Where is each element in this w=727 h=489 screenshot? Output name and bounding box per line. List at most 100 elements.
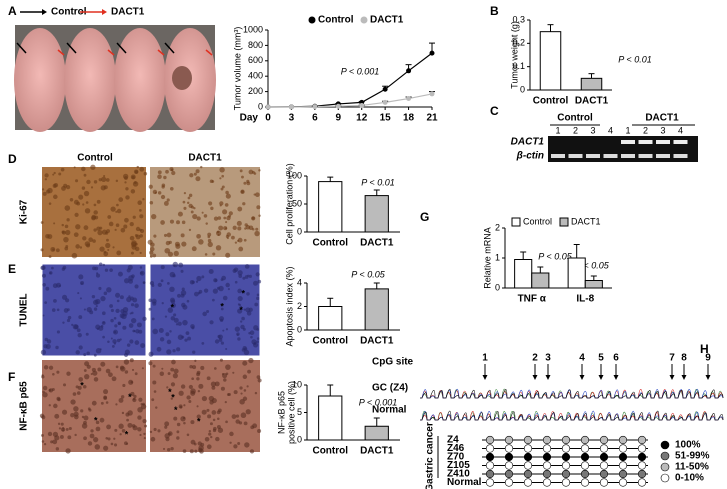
cpg-circle bbox=[580, 469, 590, 479]
nucleus bbox=[209, 400, 214, 405]
bar bbox=[364, 195, 389, 233]
cpg-circle bbox=[504, 469, 514, 479]
legend-marker bbox=[308, 16, 316, 24]
nucleus bbox=[87, 407, 91, 411]
nucleus bbox=[63, 383, 67, 387]
nucleus bbox=[196, 216, 201, 221]
annotation: P < 0.001 bbox=[341, 66, 379, 76]
nucleus bbox=[57, 422, 61, 426]
nucleus bbox=[70, 413, 75, 418]
nucleus bbox=[139, 270, 145, 276]
nucleus bbox=[48, 365, 54, 370]
nucleus bbox=[189, 173, 194, 178]
nucleus bbox=[133, 169, 139, 174]
nucleus bbox=[212, 418, 216, 422]
nucleus bbox=[248, 357, 254, 364]
nucleus bbox=[58, 172, 62, 176]
nucleus bbox=[129, 339, 134, 344]
nucleus bbox=[81, 186, 86, 190]
nucleus bbox=[240, 412, 247, 419]
x-tick-label: DACT1 bbox=[360, 238, 394, 249]
nucleus bbox=[151, 213, 157, 220]
y-tick-label: 1 bbox=[495, 252, 500, 262]
cpg-circle bbox=[542, 478, 552, 487]
x-tick-label: 12 bbox=[356, 113, 368, 124]
lane-label: 1 bbox=[625, 125, 630, 135]
nucleus bbox=[83, 353, 87, 357]
nucleus bbox=[135, 226, 141, 232]
nucleus bbox=[217, 427, 224, 433]
nucleus bbox=[116, 338, 121, 343]
nucleus bbox=[234, 326, 241, 332]
nucleus bbox=[62, 427, 65, 430]
nucleus bbox=[50, 440, 54, 444]
nucleus bbox=[162, 447, 166, 451]
nucleus bbox=[116, 208, 122, 214]
panel-label: B bbox=[490, 4, 499, 18]
nucleus bbox=[247, 274, 250, 277]
bar bbox=[539, 31, 562, 91]
nucleus bbox=[248, 331, 251, 335]
nucleus bbox=[160, 220, 165, 225]
nucleus bbox=[83, 384, 87, 389]
nucleus bbox=[137, 200, 142, 205]
nucleus bbox=[258, 169, 261, 172]
cpg-arrow-head bbox=[579, 375, 585, 380]
legend-arrow-head bbox=[102, 9, 107, 15]
nucleus bbox=[228, 211, 233, 216]
cpg-number: 6 bbox=[613, 353, 619, 364]
nucleus bbox=[211, 410, 217, 415]
y-tick-label: 1000 bbox=[243, 24, 263, 34]
cpg-circle bbox=[637, 478, 647, 487]
nucleus bbox=[213, 216, 219, 221]
cpg-circle bbox=[504, 478, 514, 487]
nucleus bbox=[157, 282, 162, 287]
nucleus bbox=[207, 232, 212, 237]
cpg-circle bbox=[561, 444, 571, 453]
nucleus bbox=[41, 375, 45, 379]
bar bbox=[318, 395, 343, 441]
nucleus bbox=[163, 201, 169, 206]
nucleus bbox=[165, 169, 169, 174]
nucleus bbox=[61, 223, 64, 227]
nucleus bbox=[101, 176, 107, 183]
nucleus bbox=[224, 400, 227, 404]
nucleus bbox=[223, 216, 227, 220]
nucleus bbox=[142, 419, 147, 424]
legend-label: 0-10% bbox=[675, 473, 704, 484]
nucleus bbox=[244, 264, 250, 269]
nucleus bbox=[180, 384, 186, 389]
nucleus bbox=[166, 386, 169, 389]
legend-label: DACT1 bbox=[571, 216, 601, 226]
nucleus bbox=[182, 304, 188, 310]
cpg-circle bbox=[599, 461, 609, 470]
nucleus bbox=[163, 175, 167, 180]
cpg-label: CpG site bbox=[372, 357, 414, 368]
marker: * bbox=[80, 380, 84, 390]
nucleus bbox=[223, 226, 228, 231]
nucleus bbox=[84, 208, 91, 214]
nucleus bbox=[193, 291, 199, 297]
nucleus bbox=[87, 441, 93, 446]
cpg-circle bbox=[580, 452, 590, 462]
nucleus bbox=[86, 243, 91, 248]
nucleus bbox=[248, 169, 254, 175]
point bbox=[382, 86, 388, 92]
cpg-arrow-head bbox=[705, 375, 711, 380]
legend-circle bbox=[660, 462, 670, 472]
nucleus bbox=[159, 371, 165, 376]
nucleus bbox=[220, 341, 225, 345]
nucleus bbox=[53, 403, 58, 409]
cpg-arrow-head bbox=[613, 375, 619, 380]
nucleus bbox=[42, 282, 46, 287]
nucleus bbox=[182, 200, 186, 204]
nucleus bbox=[101, 229, 108, 235]
nucleus bbox=[191, 377, 194, 381]
nucleus bbox=[221, 185, 225, 189]
annotation: P < 0.01 bbox=[361, 177, 394, 187]
nucleus bbox=[238, 274, 243, 278]
lane-label: 3 bbox=[660, 125, 665, 135]
nucleus bbox=[168, 432, 171, 436]
nucleus bbox=[121, 411, 125, 415]
nucleus bbox=[98, 286, 102, 291]
